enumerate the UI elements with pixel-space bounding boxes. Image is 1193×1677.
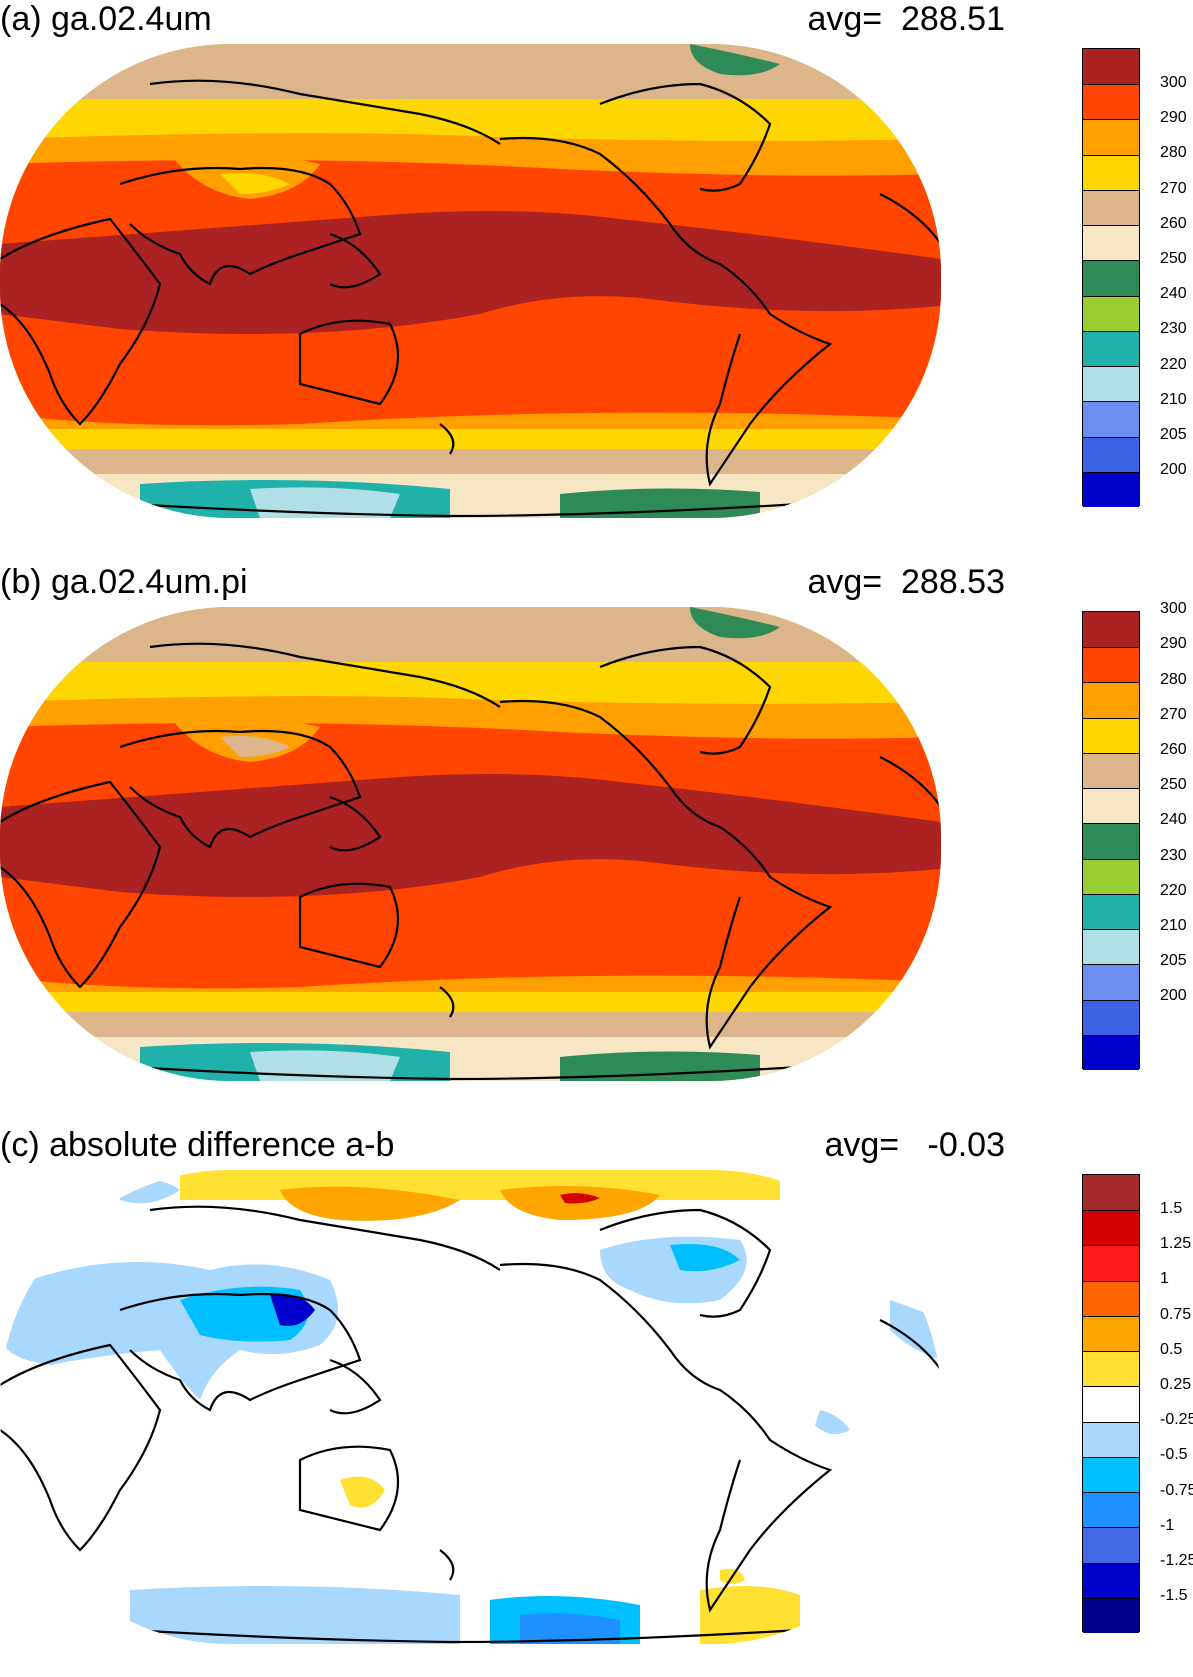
colorbar-swatch <box>1083 225 1139 261</box>
colorbar-swatch <box>1083 366 1139 402</box>
colorbar-swatch <box>1083 1210 1139 1246</box>
colorbar-tick-label: -1.5 <box>1160 1587 1188 1604</box>
colorbar-tick-label: 220 <box>1160 882 1187 899</box>
colorbar-tick-label: 270 <box>1160 706 1187 723</box>
colorbar-tick-label: 240 <box>1160 285 1187 302</box>
colorbar-tick-label: 220 <box>1160 356 1187 373</box>
colorbar-swatch <box>1083 295 1139 331</box>
colorbar-swatch <box>1083 964 1139 1000</box>
colorbar-swatch <box>1083 1492 1139 1528</box>
colorbar-swatch <box>1083 1456 1139 1493</box>
colorbar-tick-label: -1 <box>1160 1517 1175 1534</box>
colorbar-tick-label: 200 <box>1160 461 1187 478</box>
colorbar-tick-label: 280 <box>1160 144 1187 161</box>
colorbar-swatch <box>1083 1280 1139 1316</box>
panel-average: avg= -0.03 <box>824 1126 1005 1164</box>
panel-b: (b) ga.02.4um.pi avg= 288.53 <box>0 563 1193 1115</box>
colorbar-tick-label: 1 <box>1160 1270 1169 1287</box>
colorbar-swatch <box>1083 1562 1139 1598</box>
colorbar-swatch <box>1083 858 1139 894</box>
colorbar-tick-label: -1.25 <box>1160 1552 1193 1569</box>
colorbar-tick-label: 250 <box>1160 250 1187 267</box>
colorbar-tick-label: 210 <box>1160 917 1187 934</box>
colorbar-tick-label: 200 <box>1160 987 1187 1004</box>
colorbar-tick-label: 270 <box>1160 180 1187 197</box>
temperature-map <box>0 44 941 518</box>
temperature-map <box>0 607 941 1081</box>
panel-average: avg= 288.53 <box>807 563 1005 601</box>
colorbar-swatch <box>1083 612 1139 648</box>
colorbar-swatch <box>1083 647 1139 683</box>
colorbar-tick-label: 230 <box>1160 847 1187 864</box>
colorbar-swatch <box>1083 330 1139 367</box>
panel-a: (a) ga.02.4um avg= 288.51 <box>0 0 1193 552</box>
panel-average: avg= 288.51 <box>807 0 1005 38</box>
colorbar-swatch <box>1083 84 1139 120</box>
colorbar-swatch <box>1083 1245 1139 1281</box>
panel-title: (a) ga.02.4um <box>0 0 212 38</box>
colorbar-tick-label: 260 <box>1160 741 1187 758</box>
colorbar-tick-label: 290 <box>1160 635 1187 652</box>
colorbar-tick-label: 240 <box>1160 811 1187 828</box>
colorbar-swatch <box>1083 119 1139 155</box>
colorbar-tick-label: -0.5 <box>1160 1446 1188 1463</box>
colorbar-tick-label: 0.75 <box>1160 1306 1192 1323</box>
colorbar-swatch <box>1083 752 1139 789</box>
colorbar-swatch <box>1083 189 1139 226</box>
colorbar-tick-label: 300 <box>1160 74 1187 91</box>
colorbar-swatch <box>1083 929 1139 965</box>
colorbar-tick-label: 0.25 <box>1160 1376 1192 1393</box>
colorbar-tick-label: 1.5 <box>1160 1200 1183 1217</box>
colorbar-swatch <box>1083 49 1139 85</box>
colorbar-tick-label: 205 <box>1160 426 1187 443</box>
colorbar <box>1082 611 1140 1070</box>
colorbar-swatch <box>1083 1351 1139 1387</box>
colorbar-swatch <box>1083 1386 1139 1422</box>
panel-c: (c) absolute difference a-b avg= -0.03 <box>0 1126 1193 1677</box>
colorbar-tick-label: 300 <box>1160 600 1187 617</box>
colorbar-swatch <box>1083 1597 1139 1633</box>
colorbar-swatch <box>1083 1175 1139 1211</box>
colorbar-swatch <box>1083 1034 1139 1070</box>
colorbar-tick-label: -0.25 <box>1160 1411 1193 1428</box>
colorbar-swatch <box>1083 1527 1139 1563</box>
colorbar-swatch <box>1083 401 1139 437</box>
colorbar-swatch <box>1083 1315 1139 1352</box>
colorbar-tick-label: 280 <box>1160 671 1187 688</box>
colorbar-tick-label: -0.75 <box>1160 1482 1193 1499</box>
colorbar-tick-label: 1.25 <box>1160 1235 1192 1252</box>
colorbar-swatch <box>1083 717 1139 753</box>
colorbar-swatch <box>1083 788 1139 824</box>
colorbar <box>1082 48 1140 507</box>
colorbar-swatch <box>1083 823 1139 859</box>
colorbar-tick-label: 250 <box>1160 776 1187 793</box>
colorbar <box>1082 1174 1140 1633</box>
colorbar-swatch <box>1083 154 1139 190</box>
colorbar-tick-label: 290 <box>1160 109 1187 126</box>
colorbar-swatch <box>1083 260 1139 296</box>
colorbar-tick-label: 0.5 <box>1160 1341 1183 1358</box>
panel-title: (b) ga.02.4um.pi <box>0 563 248 601</box>
colorbar-tick-label: 230 <box>1160 320 1187 337</box>
colorbar-tick-label: 260 <box>1160 215 1187 232</box>
panel-title: (c) absolute difference a-b <box>0 1126 395 1164</box>
colorbar-swatch <box>1083 1421 1139 1457</box>
colorbar-swatch <box>1083 436 1139 472</box>
colorbar-swatch <box>1083 999 1139 1035</box>
difference-map <box>0 1170 941 1644</box>
colorbar-tick-label: 205 <box>1160 952 1187 969</box>
colorbar-swatch <box>1083 682 1139 718</box>
colorbar-swatch <box>1083 471 1139 507</box>
colorbar-tick-label: 210 <box>1160 391 1187 408</box>
colorbar-swatch <box>1083 893 1139 930</box>
